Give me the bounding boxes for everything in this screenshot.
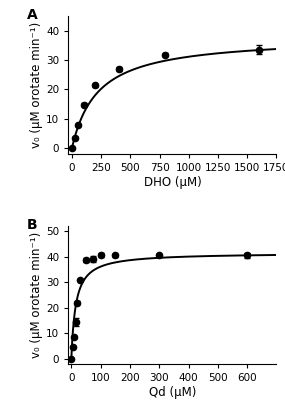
X-axis label: Qd (μM): Qd (μM) (149, 386, 196, 399)
Y-axis label: v₀ (μM orotate min⁻¹): v₀ (μM orotate min⁻¹) (30, 232, 44, 358)
X-axis label: DHO (μM): DHO (μM) (144, 176, 201, 189)
Y-axis label: v₀ (μM orotate min⁻¹): v₀ (μM orotate min⁻¹) (30, 22, 44, 148)
Text: B: B (27, 218, 37, 232)
Text: A: A (27, 8, 38, 22)
